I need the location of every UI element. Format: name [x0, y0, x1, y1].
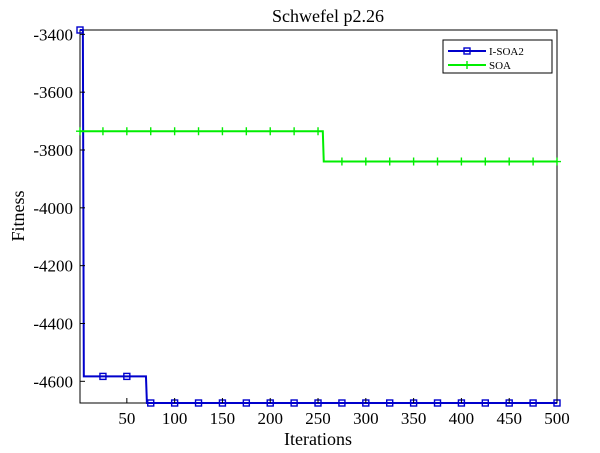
series-i-soa2: [76, 26, 561, 407]
x-tick-label: 100: [162, 409, 188, 428]
x-tick-label: 350: [401, 409, 427, 428]
x-tick-label: 150: [210, 409, 236, 428]
y-tick-label: -4200: [33, 257, 73, 276]
legend: I-SOA2 SOA: [442, 39, 553, 74]
marker-square: [242, 399, 251, 407]
marker-square: [433, 399, 442, 407]
legend-items: I-SOA2 SOA: [448, 46, 524, 72]
marker-plus: [553, 157, 561, 166]
marker-plus: [505, 157, 514, 166]
y-tick-label: -3600: [33, 83, 73, 102]
legend-item: SOA: [448, 60, 511, 72]
x-tick-label: 50: [118, 409, 135, 428]
marker-square: [76, 26, 84, 34]
marker-plus: [98, 127, 107, 136]
marker-plus: [463, 61, 471, 69]
marker-square: [386, 399, 394, 407]
series-soa: [76, 127, 561, 166]
marker-square: [290, 399, 298, 407]
marker-plus: [290, 127, 299, 136]
marker-plus: [218, 127, 227, 136]
marker-plus: [409, 157, 418, 166]
marker-square: [123, 372, 131, 381]
x-tick-label: 400: [449, 409, 475, 428]
marker-square: [338, 399, 346, 407]
series-line-i-soa2: [80, 29, 557, 404]
y-tick-label: -4000: [33, 199, 73, 218]
marker-plus: [242, 127, 251, 136]
marker-plus: [146, 127, 155, 136]
x-axis-label: Iterations: [284, 429, 352, 449]
marker-plus: [266, 127, 275, 136]
x-axis-ticks: 50 100 150 200 250 300 350 400 450 500: [118, 398, 570, 428]
marker-plus: [122, 127, 131, 136]
marker-plus: [481, 157, 490, 166]
series-layer: [76, 26, 561, 407]
marker-plus: [385, 157, 394, 166]
plot-frame: [79, 29, 558, 404]
x-tick-label: 250: [305, 409, 331, 428]
marker-square: [99, 372, 107, 381]
marker-square: [194, 399, 203, 407]
legend-label: I-SOA2: [489, 46, 524, 58]
marker-plus: [170, 127, 179, 136]
marker-square: [147, 399, 155, 407]
marker-square: [481, 399, 490, 407]
legend-item: I-SOA2: [448, 46, 524, 58]
y-tick-label: -4400: [33, 314, 73, 333]
y-tick-label: -3800: [33, 141, 73, 160]
series-line-soa: [80, 130, 557, 163]
legend-box: [442, 39, 553, 74]
marker-plus: [194, 127, 203, 136]
x-tick-label: 450: [496, 409, 522, 428]
y-axis-ticks: -4600 -4400 -4200 -4000 -3800 -3600 -3400: [33, 25, 85, 391]
legend-label: SOA: [489, 60, 511, 72]
marker-plus: [433, 157, 442, 166]
y-tick-label: -4600: [33, 372, 73, 391]
chart-title: Schwefel p2.26: [272, 6, 384, 26]
x-tick-label: 500: [544, 409, 570, 428]
marker-plus: [457, 157, 466, 166]
x-tick-label: 300: [353, 409, 379, 428]
y-tick-label: -3400: [33, 25, 73, 44]
marker-square: [463, 47, 471, 55]
marker-square: [529, 399, 537, 407]
x-tick-label: 200: [257, 409, 283, 428]
marker-plus: [529, 157, 538, 166]
marker-plus: [337, 157, 346, 166]
marker-plus: [76, 127, 84, 136]
y-axis-label: Fitness: [8, 190, 28, 241]
marker-plus: [361, 157, 370, 166]
marker-plus: [314, 127, 323, 136]
